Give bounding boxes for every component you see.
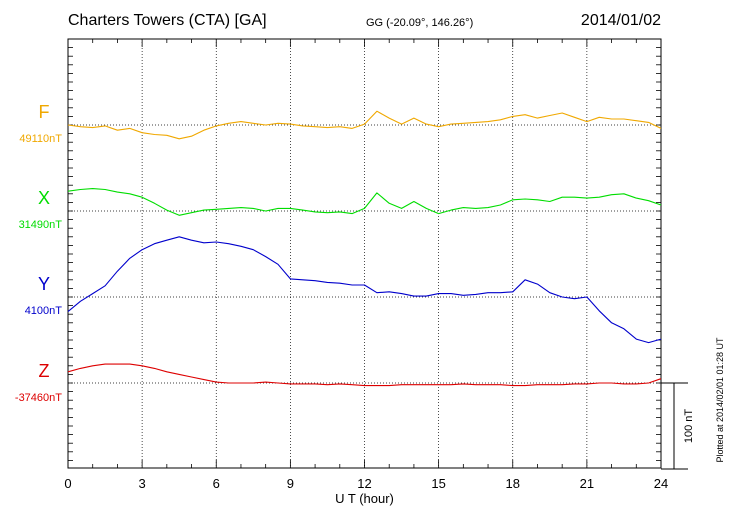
x-axis-label: U T (hour) xyxy=(335,491,394,506)
component-label-f: F xyxy=(39,102,50,122)
series-line-x xyxy=(67,188,662,216)
x-tick-label: 12 xyxy=(357,476,371,491)
x-tick-label: 24 xyxy=(654,476,668,491)
chart-date: 2014/01/02 xyxy=(580,12,661,29)
scale-bar-label: 100 nT xyxy=(683,409,695,444)
series-line-z xyxy=(67,363,662,387)
station-title: Charters Towers (CTA) [GA] xyxy=(68,12,267,29)
component-label-z: Z xyxy=(39,361,50,381)
baseline-value-y: 4100nT xyxy=(25,305,63,317)
component-label-x: X xyxy=(38,188,50,208)
x-tick-label: 15 xyxy=(431,476,445,491)
series-line-y xyxy=(67,236,662,344)
station-coordinates: GG (-20.09°, 146.26°) xyxy=(366,17,474,29)
baseline-value-x: 31490nT xyxy=(19,219,63,231)
x-tick-label: 18 xyxy=(506,476,520,491)
x-tick-label: 3 xyxy=(139,476,146,491)
x-tick-label: 6 xyxy=(213,476,220,491)
x-tick-label: 9 xyxy=(287,476,294,491)
plot-frame xyxy=(67,38,662,469)
x-tick-label: 0 xyxy=(64,476,71,491)
baseline-value-z: -37460nT xyxy=(15,392,62,404)
component-label-y: Y xyxy=(38,274,50,294)
x-tick-label: 21 xyxy=(580,476,594,491)
series-line-f xyxy=(67,110,662,140)
baseline-value-f: 49110nT xyxy=(19,133,62,145)
